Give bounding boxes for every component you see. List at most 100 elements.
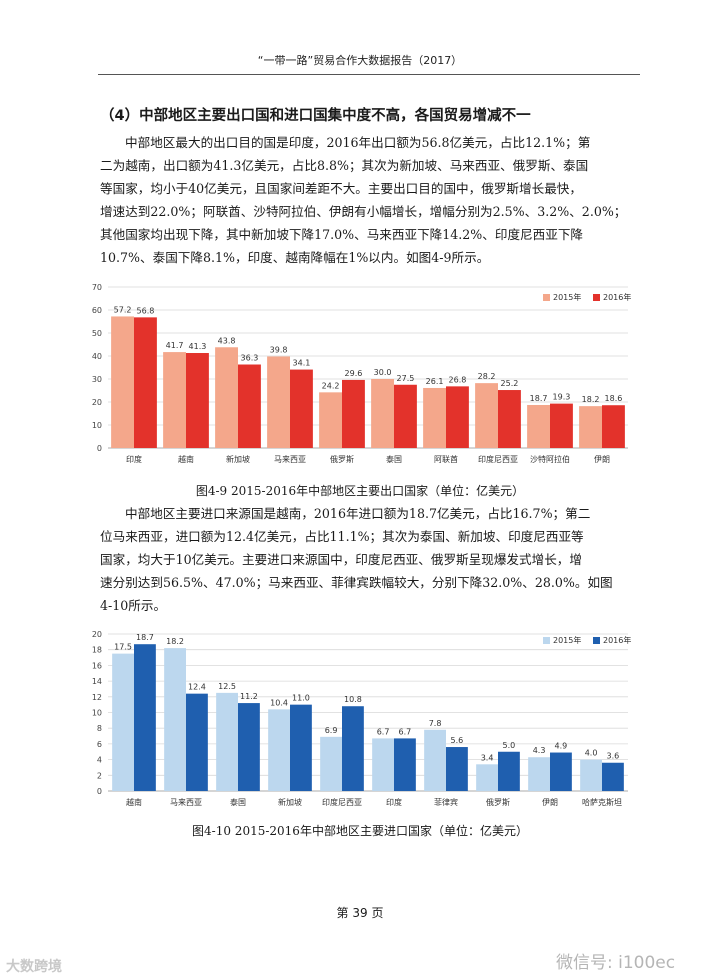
y-tick-label: 50 [92,329,102,338]
y-tick-label: 2 [97,771,102,780]
paragraph-line: 中部地区主要进口来源国是越南，2016年进口额为18.7亿美元，占比16.7%；… [125,506,591,521]
bar-series1 [371,379,394,448]
data-label: 30.0 [374,368,392,377]
category-label: 阿联酋 [434,454,458,464]
footer-watermark-right: 微信号: i100ec [556,953,676,973]
bar-series1 [267,356,290,448]
category-label: 越南 [178,454,194,464]
bar-series1 [164,648,186,791]
data-label: 56.8 [137,306,155,315]
y-tick-label: 12 [92,693,102,702]
data-label: 6.7 [377,727,390,736]
bar-series1 [475,383,498,448]
data-label: 6.9 [325,726,338,735]
data-label: 3.6 [607,752,620,761]
paragraph-line: 等国家，均小于40亿美元，且国家间差距不大。主要出口目的国中，俄罗斯增长最快， [100,181,582,196]
category-label: 新加坡 [278,797,302,807]
bar-series2 [394,738,416,791]
bar-series2 [602,762,624,791]
data-label: 19.3 [553,393,571,402]
data-label: 11.0 [292,694,310,703]
y-tick-label: 20 [92,630,102,639]
paragraph-line: 10.7%、泰国下降8.1%，印度、越南降幅在1%以内。如图4-9所示。 [100,250,490,265]
bar-series2 [446,747,468,791]
paragraph-line: 增速达到22.0%；阿联酋、沙特阿拉伯、伊朗有小幅增长，增幅分别为2.5%、3.… [100,204,627,219]
bar-series2 [550,752,572,791]
import-bar-chart: 0 2 4 6 8 10 12 14 16 18 20 17.5 18.7 越南 18.2 12.4 马来西亚 1… [92,630,632,807]
paragraph-line: 国家，均大于10亿美元。主要进口来源国中，印度尼西亚、俄罗斯呈现爆发式增长，增 [100,552,582,567]
category-label: 俄罗斯 [486,797,510,807]
bar-series1 [320,736,342,791]
category-label: 印度尼西亚 [322,797,362,807]
bar-series2 [498,390,521,448]
bar-series2 [342,379,365,448]
category-label: 印度尼西亚 [478,454,518,464]
bar-series2 [134,644,156,791]
bar-series2 [498,751,520,791]
y-tick-label: 18 [92,646,102,655]
y-tick-label: 20 [92,398,102,407]
data-label: 39.8 [270,345,288,354]
bar-series2 [602,405,625,448]
y-tick-label: 70 [92,283,102,292]
y-tick-label: 0 [97,787,102,796]
y-tick-label: 10 [92,709,102,718]
data-label: 41.3 [189,342,207,351]
legend-swatch [593,637,600,644]
paragraph-line: 4-10所示。 [100,598,167,613]
y-tick-label: 30 [92,375,102,384]
legend-label: 2016年 [603,292,631,302]
data-label: 4.9 [555,742,568,751]
data-label: 3.4 [481,753,494,762]
bar-series1 [163,352,186,448]
bar-series1 [372,738,394,791]
category-label: 哈萨克斯坦 [582,797,622,807]
bar-series2 [186,693,208,791]
data-label: 26.8 [449,375,467,384]
data-label: 11.2 [240,692,258,701]
y-tick-label: 10 [92,421,102,430]
category-label: 沙特阿拉伯 [530,454,570,464]
data-label: 6.7 [399,727,412,736]
data-label: 43.8 [218,336,236,345]
y-tick-label: 14 [92,677,102,686]
data-label: 28.2 [478,372,496,381]
bar-series2 [446,386,469,448]
bar-series1 [111,316,134,448]
figure-caption-export: 图4-9 2015-2016年中部地区主要出口国家（单位：亿美元） [195,484,525,498]
export-bar-chart: 0 10 20 30 40 50 60 70 57.2 56.8 印度 41.7 41.3 越南 43.8 3… [92,283,632,464]
y-tick-label: 0 [97,444,102,453]
bar-series2 [134,317,157,448]
bar-series1 [216,692,238,791]
bar-series1 [528,757,550,791]
legend-swatch [593,294,600,301]
data-label: 18.7 [136,633,154,642]
data-label: 25.2 [501,379,519,388]
header-divider [98,74,640,75]
category-label: 泰国 [230,797,246,807]
data-label: 12.4 [188,683,206,692]
paragraph-export: 中部地区最大的出口目的国是印度，2016年出口额为56.8亿美元，占比12.1%… [100,131,640,269]
category-label: 俄罗斯 [330,454,354,464]
category-label: 马来西亚 [170,798,202,807]
paragraph-line: 中部地区最大的出口目的国是印度，2016年出口额为56.8亿美元，占比12.1%… [125,135,591,150]
y-tick-label: 4 [97,756,102,765]
data-label: 41.7 [166,341,184,350]
footer-watermark-left: 大数跨境 [6,959,62,975]
bar-series1 [423,387,446,448]
bar-series1 [579,406,602,448]
bar-series1 [580,759,602,791]
category-label: 伊朗 [594,454,610,464]
section-heading: （4）中部地区主要出口国和进口国集中度不高，各国贸易增减不一 [100,108,531,124]
bar-series1 [215,347,238,448]
paragraph-import: 中部地区主要进口来源国是越南，2016年进口额为18.7亿美元，占比16.7%；… [100,502,640,617]
legend-label: 2016年 [603,635,631,645]
bar-series1 [424,729,446,791]
data-label: 7.8 [429,719,442,728]
category-label: 泰国 [386,454,402,464]
category-label: 菲律宾 [434,797,458,807]
figure-caption-import: 图4-10 2015-2016年中部地区主要进口国家（单位：亿美元） [192,824,528,838]
bar-series1 [319,392,342,448]
bar-series2 [186,353,209,448]
data-label: 24.2 [322,381,340,390]
